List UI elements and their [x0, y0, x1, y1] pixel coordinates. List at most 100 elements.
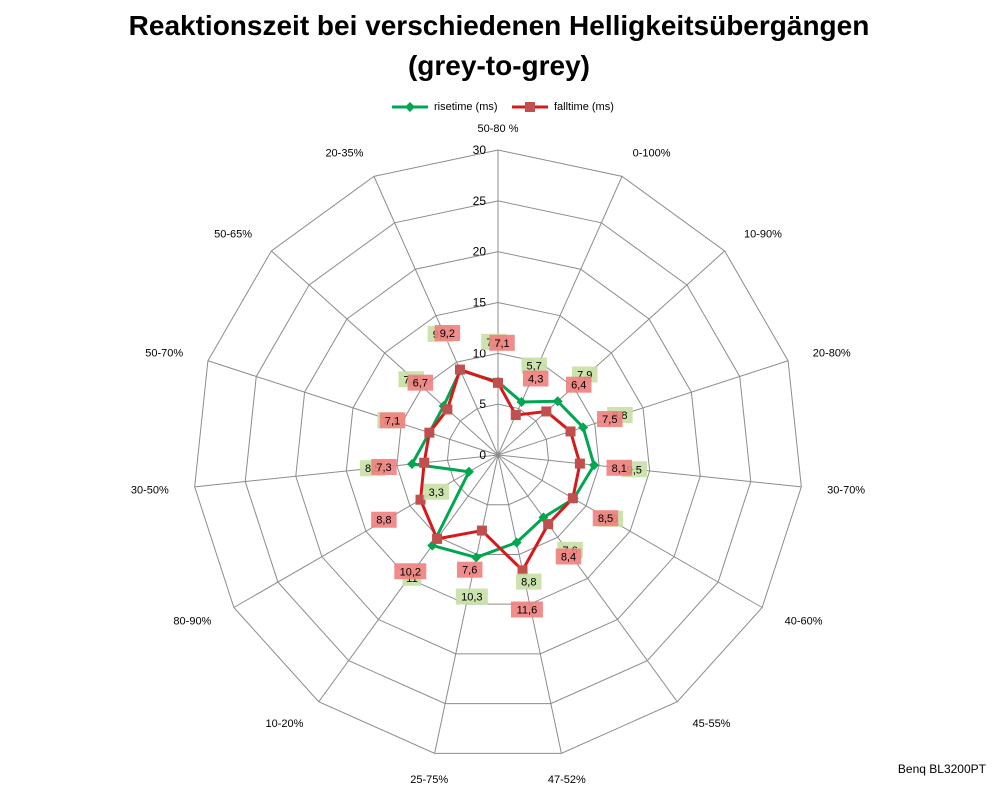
axis-tick-label: 20 [473, 245, 487, 259]
data-label-bg-falltime [510, 601, 543, 618]
data-label-bg-risetime [516, 573, 542, 590]
grid-spoke [194, 454, 499, 488]
legend-item-risetime: risetime (ms) [390, 100, 498, 114]
category-label: 25-75% [410, 774, 448, 786]
category-label: 10-20% [266, 718, 304, 730]
data-label-risetime: 10,3 [461, 592, 482, 604]
category-label: 0-100% [633, 148, 671, 160]
data-label-bg-falltime [379, 412, 406, 429]
data-label-bg-falltime [371, 458, 397, 475]
data-label-bg-risetime [455, 588, 488, 605]
data-label-bg-falltime [555, 548, 582, 565]
data-label-bg-falltime [394, 563, 427, 580]
grid-spoke [497, 176, 623, 456]
data-point-falltime [541, 406, 552, 417]
axis-tick-label: 10 [473, 346, 487, 360]
data-label-falltime: 11,6 [517, 604, 538, 616]
data-point-falltime [493, 377, 503, 388]
data-label-falltime: 10,2 [400, 566, 421, 578]
category-label: 30-70% [827, 485, 865, 497]
data-label-falltime: 6,7 [413, 378, 428, 390]
category-label: 80-90% [173, 616, 211, 628]
data-label-bg-falltime [522, 370, 549, 387]
grid-spoke [497, 454, 763, 608]
grid-spoke [373, 176, 499, 456]
data-label-bg-falltime [592, 510, 619, 527]
data-label-risetime: 5,7 [527, 361, 542, 373]
axis-tick-label: 15 [473, 296, 487, 310]
category-label: 45-55% [693, 718, 731, 730]
grid-spoke [497, 360, 789, 456]
data-label-bg-falltime [597, 411, 623, 428]
category-label: 30-50% [131, 485, 169, 497]
data-point-falltime [565, 426, 576, 437]
axis-tick-label: 30 [473, 143, 487, 157]
data-label-falltime: 6,4 [571, 380, 586, 392]
category-label: 40-60% [785, 616, 823, 628]
series-line-falltime [419, 368, 582, 572]
grid-spoke [497, 454, 802, 488]
data-label-falltime: 7,1 [385, 415, 400, 427]
category-label: 10-90% [744, 229, 782, 241]
data-point-falltime [574, 458, 585, 469]
data-label-bg-falltime [407, 374, 434, 391]
category-label: 20-80% [813, 348, 851, 360]
data-point-falltime [424, 427, 435, 438]
series-line-risetime [410, 368, 596, 559]
axis-tick-label: 25 [473, 194, 487, 208]
data-label-bg-falltime [606, 459, 633, 476]
data-point-falltime [476, 525, 487, 536]
data-label-falltime: 8,1 [612, 463, 627, 475]
legend-swatch-risetime [392, 102, 428, 112]
grid-spoke [233, 454, 499, 608]
data-point-risetime [407, 459, 418, 470]
source-label: Benq BL3200PT [897, 762, 986, 776]
data-point-falltime [567, 493, 578, 504]
data-point-risetime [471, 552, 482, 563]
data-label-falltime: 7,5 [602, 414, 617, 426]
data-point-risetime [552, 396, 563, 407]
data-point-risetime [511, 537, 522, 548]
axis-tick-label: 0 [479, 448, 486, 462]
category-label: 47-52% [548, 774, 586, 786]
legend: risetime (ms) falltime (ms) [0, 100, 998, 120]
data-label-bg-falltime [434, 325, 461, 342]
data-label-falltime: 4,3 [528, 374, 543, 386]
legend-item-falltime: falltime (ms) [510, 100, 614, 114]
data-label-bg-risetime [521, 357, 547, 374]
axis-tick-label: 5 [479, 397, 486, 411]
data-label-risetime: 8,8 [521, 577, 536, 589]
data-label-falltime: 8,4 [561, 551, 576, 563]
data-point-falltime [442, 404, 453, 415]
category-label: 20-35% [325, 148, 363, 160]
data-point-risetime [589, 460, 600, 471]
data-point-falltime [432, 533, 443, 544]
category-label: 50-65% [214, 229, 252, 241]
data-label-falltime: 7,1 [494, 338, 509, 350]
data-point-falltime [419, 457, 430, 468]
legend-label-falltime: falltime (ms) [554, 101, 614, 113]
data-point-falltime [510, 410, 521, 421]
data-label-bg-falltime [489, 334, 515, 351]
grid-spoke [271, 250, 499, 456]
legend-label-risetime: risetime (ms) [434, 101, 498, 113]
data-label-falltime: 9,2 [440, 328, 455, 340]
data-point-risetime [578, 422, 589, 433]
data-label-bg-falltime [371, 511, 397, 528]
chart-title: Reaktionszeit bei verschiedenen Helligke… [128, 10, 870, 41]
grid-spoke [497, 454, 678, 703]
data-point-falltime [543, 519, 554, 530]
data-point-falltime [517, 565, 528, 576]
data-label-falltime: 7,3 [376, 462, 391, 474]
data-label-risetime: 3,3 [429, 487, 444, 499]
data-label-falltime: 7,6 [462, 565, 477, 577]
data-point-risetime [463, 466, 474, 477]
chart-subtitle: (grey-to-grey) [407, 50, 590, 81]
category-label: 50-70% [145, 348, 183, 360]
grid-ring [295, 251, 701, 655]
grid-spoke [497, 250, 725, 456]
data-label-bg-falltime [456, 561, 483, 578]
grid-ring [345, 301, 651, 605]
category-label: 50-80 % [478, 123, 519, 135]
